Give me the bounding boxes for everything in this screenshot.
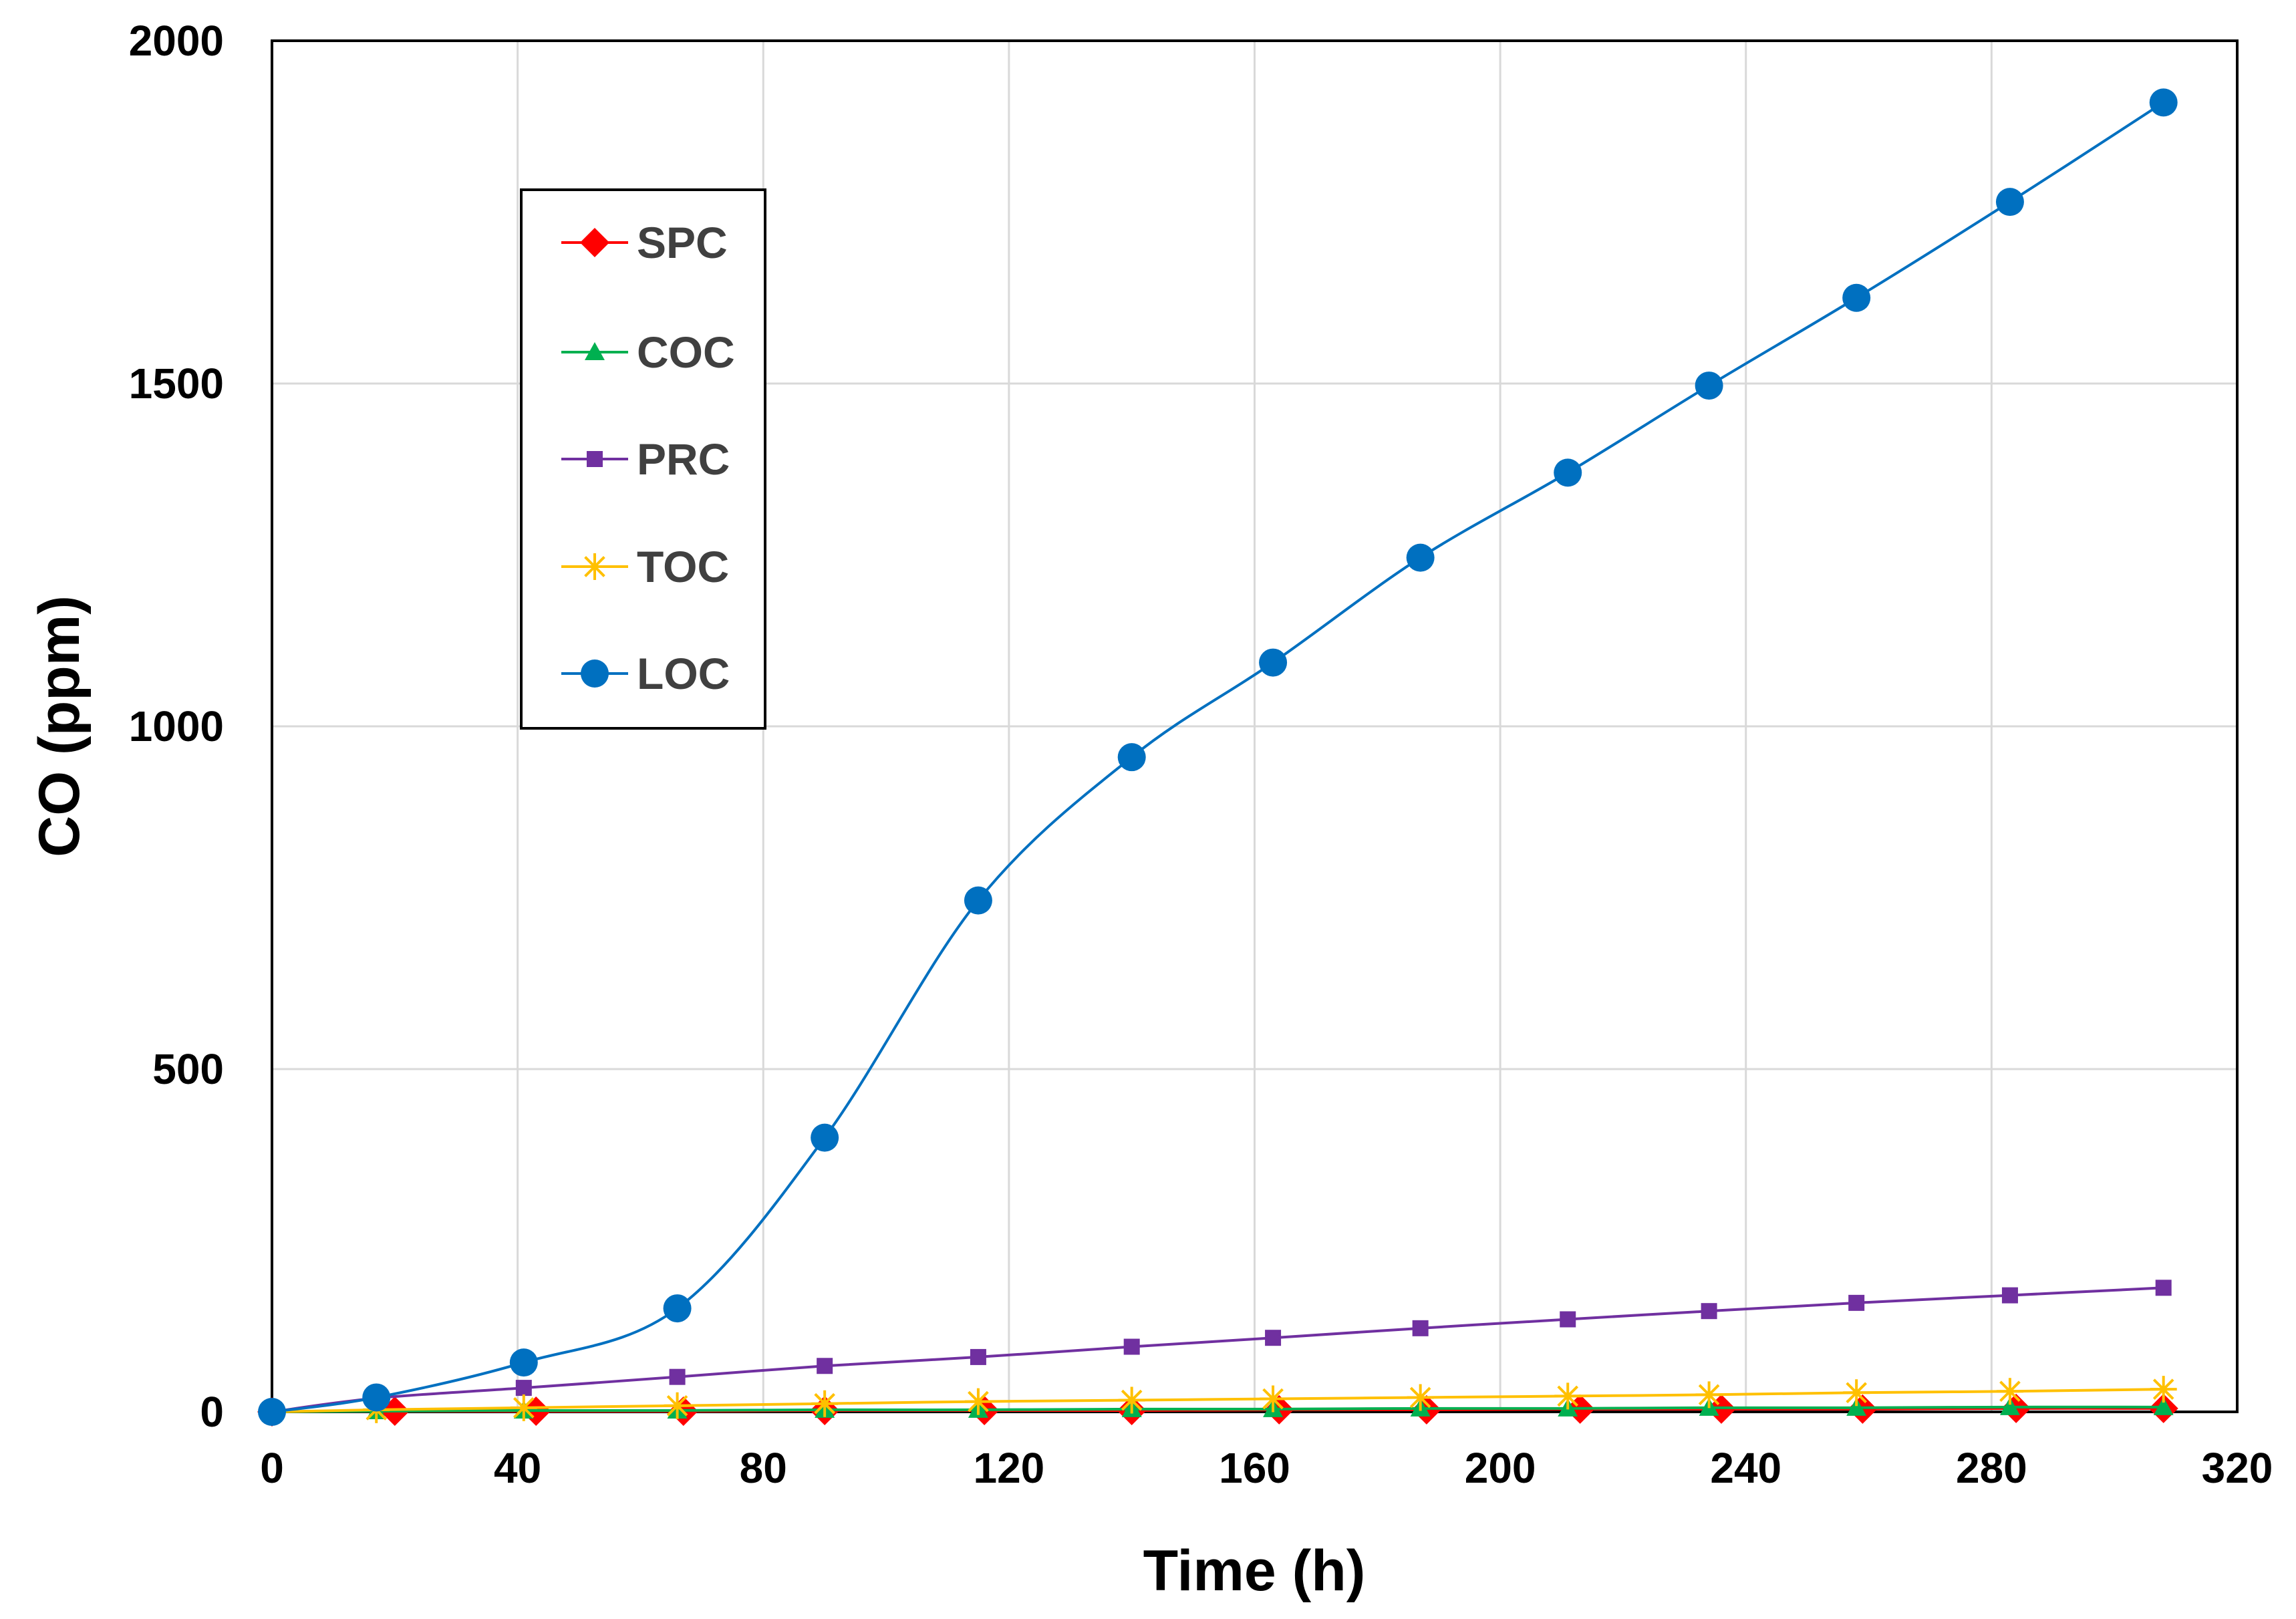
plot-frame xyxy=(271,39,2239,1413)
x-tick-label: 280 xyxy=(1956,1444,2027,1492)
legend-label-spc: SPC xyxy=(637,218,728,267)
data-point-coc xyxy=(1999,1396,2020,1415)
data-point-toc xyxy=(1996,1378,2023,1405)
data-point-toc xyxy=(1695,1381,1723,1409)
data-point-prc xyxy=(1560,1311,1576,1328)
legend-marker-coc xyxy=(585,342,605,360)
data-point-prc xyxy=(1848,1294,1865,1311)
data-point-loc xyxy=(1259,648,1288,677)
data-point-loc xyxy=(509,1348,538,1377)
x-tick-label: 40 xyxy=(494,1444,541,1492)
series-line-loc xyxy=(271,101,2164,1413)
data-point-loc xyxy=(663,1294,692,1323)
data-point-toc xyxy=(1554,1382,1582,1410)
data-point-loc xyxy=(1995,188,2024,216)
data-point-toc xyxy=(1118,1386,1145,1414)
y-tick-label: 2000 xyxy=(129,17,224,65)
data-point-toc xyxy=(1407,1384,1434,1411)
legend-item-spc: SPC xyxy=(561,218,728,267)
data-point-loc xyxy=(1406,543,1435,572)
data-point-prc xyxy=(2155,1280,2172,1296)
data-point-coc xyxy=(2153,1396,2174,1415)
data-point-prc xyxy=(669,1368,686,1385)
data-point-loc xyxy=(258,1398,286,1426)
data-point-loc xyxy=(362,1383,391,1412)
x-tick-label: 320 xyxy=(2202,1444,2273,1492)
y-tick-label: 1500 xyxy=(129,359,224,408)
legend-label-prc: PRC xyxy=(637,434,730,484)
data-point-prc xyxy=(2001,1287,2018,1304)
data-point-loc xyxy=(811,1123,839,1152)
series-loc xyxy=(258,88,2178,1426)
y-tick-label: 0 xyxy=(200,1388,224,1436)
legend-marker-prc xyxy=(587,451,603,467)
legend-marker-loc xyxy=(581,659,609,688)
x-tick-label: 120 xyxy=(973,1444,1044,1492)
data-point-toc xyxy=(664,1392,691,1419)
x-tick-label: 160 xyxy=(1219,1444,1290,1492)
legend-marker-spc xyxy=(580,228,609,257)
y-axis-title: CO (ppm) xyxy=(27,595,92,857)
legend-label-coc: COC xyxy=(637,327,735,377)
data-point-prc xyxy=(515,1380,532,1396)
data-point-toc xyxy=(510,1394,537,1421)
data-point-prc xyxy=(1265,1330,1282,1346)
data-point-loc xyxy=(1842,283,1871,312)
data-point-toc xyxy=(964,1388,992,1415)
x-tick-label: 0 xyxy=(260,1444,284,1492)
data-point-loc xyxy=(2149,88,2178,117)
x-tick-label: 240 xyxy=(1710,1444,1781,1492)
x-tick-label: 80 xyxy=(740,1444,787,1492)
data-point-prc xyxy=(970,1348,986,1365)
y-tick-labels: 0 500 1000 1500 2000 xyxy=(129,17,224,1436)
data-point-loc xyxy=(1554,458,1582,487)
data-point-prc xyxy=(1123,1338,1140,1355)
legend-label-toc: TOC xyxy=(637,542,729,591)
x-tick-label: 200 xyxy=(1465,1444,1536,1492)
data-point-coc xyxy=(1846,1397,1867,1416)
series-layer xyxy=(257,88,2178,1427)
data-point-toc xyxy=(811,1390,839,1417)
data-point-prc xyxy=(1701,1303,1717,1320)
data-point-toc xyxy=(1843,1379,1870,1407)
data-point-spc xyxy=(1706,1394,1736,1424)
legend-item-loc: LOC xyxy=(561,649,730,698)
data-point-loc xyxy=(1695,372,1723,400)
legend-label-loc: LOC xyxy=(637,649,730,698)
data-point-toc xyxy=(1260,1385,1287,1413)
data-point-prc xyxy=(817,1358,833,1374)
data-point-toc xyxy=(2150,1376,2177,1403)
x-tick-labels: 0 40 80 120 160 200 240 280 320 xyxy=(260,1444,2273,1492)
gridlines xyxy=(272,41,2237,1412)
x-axis-title: Time (h) xyxy=(1143,1539,1366,1603)
data-point-loc xyxy=(1117,743,1146,772)
legend-item-prc: PRC xyxy=(561,434,730,484)
y-tick-label: 1000 xyxy=(129,702,224,750)
data-point-loc xyxy=(964,886,992,915)
legend-item-coc: COC xyxy=(561,327,735,377)
y-tick-label: 500 xyxy=(152,1045,224,1093)
legend: SPC COC PRC TOC LOC xyxy=(520,188,766,730)
legend-marker-toc xyxy=(581,553,608,580)
legend-item-toc: TOC xyxy=(561,542,729,591)
data-point-prc xyxy=(1412,1320,1429,1336)
